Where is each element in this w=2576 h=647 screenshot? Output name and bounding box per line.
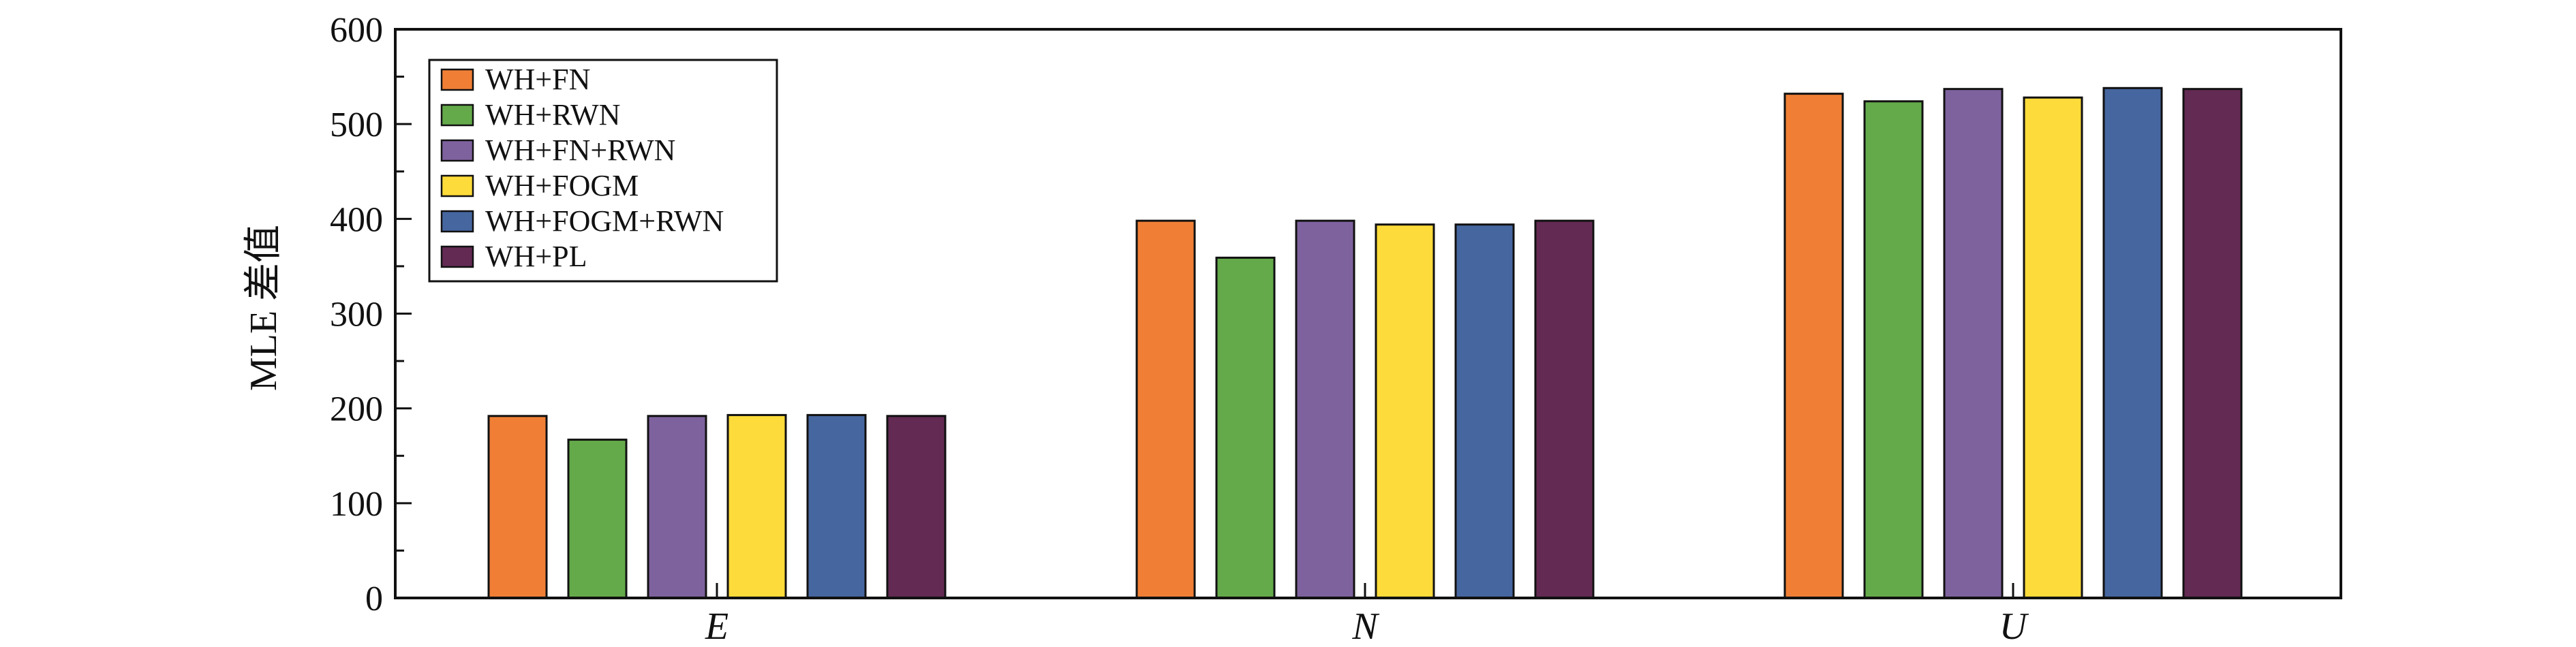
bar-wh-fn-e	[487, 415, 548, 599]
bar-wh-fn-rwn-e	[647, 415, 707, 599]
legend-label: WH+FN	[485, 63, 590, 96]
legend-swatch	[440, 245, 474, 268]
bar-wh-rwn-n	[1215, 256, 1276, 599]
y-tick-label: 0	[365, 580, 383, 618]
bar-wh-fogm-rwn-u	[2102, 86, 2163, 599]
y-tick-label: 400	[330, 200, 383, 239]
x-tick-label-n: N	[1351, 605, 1379, 644]
legend-label: WH+FN+RWN	[485, 133, 675, 167]
bar-wh-fogm-rwn-n	[1454, 223, 1515, 599]
bar-wh-fogm-u	[2023, 96, 2083, 599]
y-tick-label: 200	[330, 390, 383, 429]
bar-wh-pl-n	[1534, 219, 1595, 599]
bar-wh-rwn-u	[1863, 100, 1924, 599]
legend-label: WH+RWN	[485, 98, 620, 131]
bar-wh-fogm-n	[1375, 223, 1435, 599]
legend-box	[428, 59, 778, 283]
legend: WH+FNWH+RWNWH+FN+RWNWH+FOGMWH+FOGM+RWNWH…	[428, 59, 778, 283]
legend-label: WH+PL	[485, 240, 587, 273]
bar-wh-pl-e	[886, 415, 947, 599]
legend-swatch	[440, 68, 474, 91]
bar-wh-fn-n	[1135, 219, 1196, 599]
legend-swatch	[440, 210, 474, 233]
axis-layer: E N U 0 100 200 300 400 500 600	[330, 11, 2029, 647]
legend-swatch	[440, 174, 474, 198]
bar-wh-fogm-rwn-e	[806, 413, 867, 599]
x-tick-label-u: U	[1999, 605, 2029, 644]
legend-items: WH+FNWH+RWNWH+FN+RWNWH+FOGMWH+FOGM+RWNWH…	[440, 63, 724, 273]
bars-layer	[487, 86, 2243, 599]
bar-wh-fn-rwn-u	[1943, 88, 2004, 599]
bar-wh-fn-u	[1783, 93, 1844, 599]
y-tick-label: 100	[330, 485, 383, 524]
legend-label: WH+FOGM	[485, 169, 639, 202]
bar-wh-fogm-e	[726, 413, 787, 599]
y-tick-label: 500	[330, 106, 383, 144]
legend-swatch	[440, 139, 474, 162]
y-tick-label: 600	[330, 11, 383, 50]
x-tick-label-e: E	[705, 605, 729, 644]
bar-wh-pl-u	[2182, 88, 2243, 599]
bar-wh-fn-rwn-n	[1295, 219, 1355, 599]
y-tick-label: 300	[330, 296, 383, 334]
legend-swatch	[440, 104, 474, 127]
bar-wh-rwn-e	[567, 439, 628, 599]
y-axis-label: MLE 差值	[243, 225, 285, 391]
legend-label: WH+FOGM+RWN	[485, 204, 724, 238]
